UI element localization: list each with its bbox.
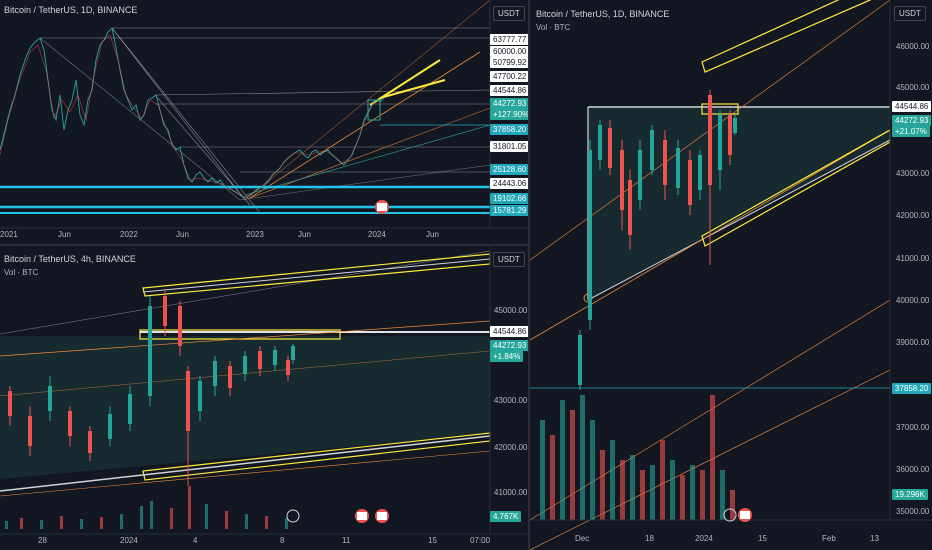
x-axis-label: 07:00 <box>470 536 491 545</box>
y-axis-label: 45000.00 <box>494 306 528 315</box>
x-axis-label: 28 <box>38 536 47 545</box>
panel-btc-1d-right[interactable]: Bitcoin / TetherUS, 1D, BINANCE Vol · BT… <box>530 0 932 550</box>
x-axis-label: 4 <box>193 536 198 545</box>
chart-title: Bitcoin / TetherUS, 4h, BINANCE <box>4 254 136 264</box>
price-level-label: 15781.29 <box>490 205 528 216</box>
y-axis-label: 43000.00 <box>896 169 930 178</box>
price-level-label: 60000.00 <box>490 46 528 57</box>
y-axis-label: 43000.00 <box>494 396 528 405</box>
price-level-label: 44544.86 <box>490 85 528 96</box>
change-percent-label: +1.84% <box>490 351 524 362</box>
x-axis-label: Jun <box>298 230 311 239</box>
y-axis-label: 46000.00 <box>896 42 930 51</box>
chart-canvas-right[interactable] <box>530 0 932 550</box>
panel-btc-1d-weekly[interactable]: Bitcoin / TetherUS, 1D, BINANCE USDT 637… <box>0 0 528 244</box>
x-axis-label: 2022 <box>120 230 138 239</box>
current-price-label: 44272.93 <box>490 340 528 351</box>
volume-value-label: 4.767K <box>490 511 522 522</box>
y-axis-label: 45000.00 <box>896 83 930 92</box>
y-axis-label: 35000.00 <box>896 507 930 516</box>
volume-indicator-label[interactable]: Vol · BTC <box>4 268 39 277</box>
price-level-label: 44544.86 <box>490 326 528 337</box>
chart-title: Bitcoin / TetherUS, 1D, BINANCE <box>536 9 670 19</box>
change-percent-label: +21.07% <box>892 126 930 137</box>
x-axis-label: 8 <box>280 536 285 545</box>
x-axis-label: 2024 <box>695 534 713 543</box>
panel-btc-4h[interactable]: Bitcoin / TetherUS, 4h, BINANCE Vol · BT… <box>0 246 528 550</box>
y-axis-label: 39000.00 <box>896 338 930 347</box>
price-level-label: 24443.06 <box>490 178 528 189</box>
x-axis-label: 15 <box>428 536 437 545</box>
x-axis-label: Jun <box>176 230 189 239</box>
y-axis-label: 40000.00 <box>896 296 930 305</box>
currency-button[interactable]: USDT <box>493 252 525 267</box>
chart-title: Bitcoin / TetherUS, 1D, BINANCE <box>4 5 138 15</box>
x-axis-label: Jun <box>426 230 439 239</box>
x-axis-label: 11 <box>342 536 351 545</box>
y-axis-label: 41000.00 <box>494 488 528 497</box>
x-axis-label: 2023 <box>246 230 264 239</box>
x-axis-label: 2024 <box>368 230 386 239</box>
x-axis-label: 15 <box>758 534 767 543</box>
price-level-label: 50799.92 <box>490 57 528 68</box>
price-level-label: 31801.05 <box>490 141 528 152</box>
price-level-label: 37858.20 <box>892 383 932 394</box>
x-axis-label: 2024 <box>120 536 138 545</box>
x-axis-label: Jun <box>58 230 71 239</box>
volume-indicator-label[interactable]: Vol · BTC <box>536 23 571 32</box>
x-axis-label: 18 <box>645 534 654 543</box>
x-axis-label: Feb <box>822 534 836 543</box>
y-axis-label: 42000.00 <box>494 443 528 452</box>
price-level-label: 63777.77 <box>490 34 528 45</box>
chart-canvas-bottom-left[interactable] <box>0 246 528 550</box>
y-axis-label: 41000.00 <box>896 254 930 263</box>
current-price-label: 44272.93 <box>490 98 528 109</box>
price-level-label: 47700.22 <box>490 71 528 82</box>
volume-value-label: 19.296K <box>892 489 928 500</box>
x-axis-label: 13 <box>870 534 879 543</box>
chart-canvas-top-left[interactable] <box>0 0 528 244</box>
change-percent-label: +127.90% <box>490 109 528 120</box>
x-axis-label: Dec <box>575 534 590 543</box>
currency-button[interactable]: USDT <box>493 6 525 21</box>
price-level-label: 25128.60 <box>490 164 528 175</box>
x-axis-label: 2021 <box>0 230 18 239</box>
panel-divider-horizontal[interactable] <box>0 244 528 246</box>
y-axis-label: 42000.00 <box>896 211 930 220</box>
currency-button[interactable]: USDT <box>894 6 926 21</box>
y-axis-label: 36000.00 <box>896 465 930 474</box>
current-price-label: 44272.93 <box>892 115 932 126</box>
price-level-label: 44544.86 <box>892 101 932 112</box>
panel-divider-vertical[interactable] <box>528 0 530 550</box>
y-axis-label: 37000.00 <box>896 423 930 432</box>
price-level-label: 19102.66 <box>490 193 528 204</box>
price-level-label: 37858.20 <box>490 124 528 135</box>
